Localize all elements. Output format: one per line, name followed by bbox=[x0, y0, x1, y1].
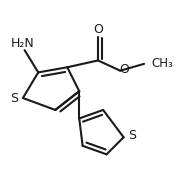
Text: H₂N: H₂N bbox=[11, 37, 35, 50]
Text: O: O bbox=[120, 63, 129, 76]
Text: S: S bbox=[128, 129, 136, 142]
Text: S: S bbox=[10, 92, 18, 104]
Text: CH₃: CH₃ bbox=[152, 57, 174, 70]
Text: O: O bbox=[93, 23, 103, 36]
